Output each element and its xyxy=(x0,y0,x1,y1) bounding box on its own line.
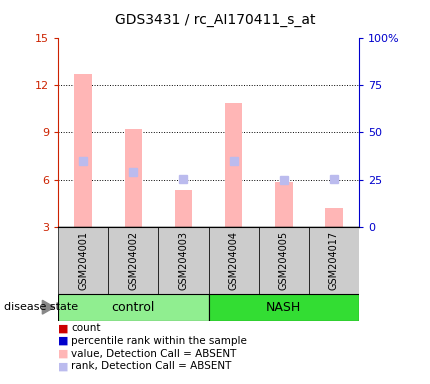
Bar xyxy=(74,74,92,227)
Bar xyxy=(259,227,309,294)
Text: GDS3431 / rc_AI170411_s_at: GDS3431 / rc_AI170411_s_at xyxy=(115,13,315,27)
Bar xyxy=(209,294,359,321)
Text: ■: ■ xyxy=(58,336,68,346)
Bar xyxy=(259,38,309,227)
Text: percentile rank within the sample: percentile rank within the sample xyxy=(71,336,247,346)
Bar xyxy=(158,227,209,294)
Text: GSM204003: GSM204003 xyxy=(178,231,188,290)
Bar xyxy=(209,227,259,294)
Text: GSM204002: GSM204002 xyxy=(128,231,138,290)
Text: ■: ■ xyxy=(58,349,68,359)
Bar xyxy=(325,208,343,227)
Text: ■: ■ xyxy=(58,361,68,371)
Bar xyxy=(225,103,243,227)
Text: value, Detection Call = ABSENT: value, Detection Call = ABSENT xyxy=(71,349,236,359)
Bar xyxy=(209,38,259,227)
Text: disease state: disease state xyxy=(4,302,78,312)
Text: NASH: NASH xyxy=(266,301,301,314)
Text: rank, Detection Call = ABSENT: rank, Detection Call = ABSENT xyxy=(71,361,231,371)
Bar xyxy=(58,294,209,321)
Text: GSM204005: GSM204005 xyxy=(279,231,289,290)
Bar xyxy=(158,38,209,227)
Bar xyxy=(309,38,359,227)
Text: ■: ■ xyxy=(58,323,68,333)
Bar xyxy=(108,227,158,294)
Bar xyxy=(309,227,359,294)
Bar xyxy=(58,227,108,294)
Bar xyxy=(58,38,108,227)
Text: GSM204001: GSM204001 xyxy=(78,231,88,290)
Bar xyxy=(275,182,292,227)
Text: GSM204017: GSM204017 xyxy=(329,231,339,290)
Text: GSM204004: GSM204004 xyxy=(229,231,239,290)
Polygon shape xyxy=(42,300,54,314)
Bar xyxy=(108,38,158,227)
Bar xyxy=(125,129,142,227)
Bar xyxy=(175,190,192,227)
Text: count: count xyxy=(71,323,101,333)
Text: control: control xyxy=(112,301,155,314)
